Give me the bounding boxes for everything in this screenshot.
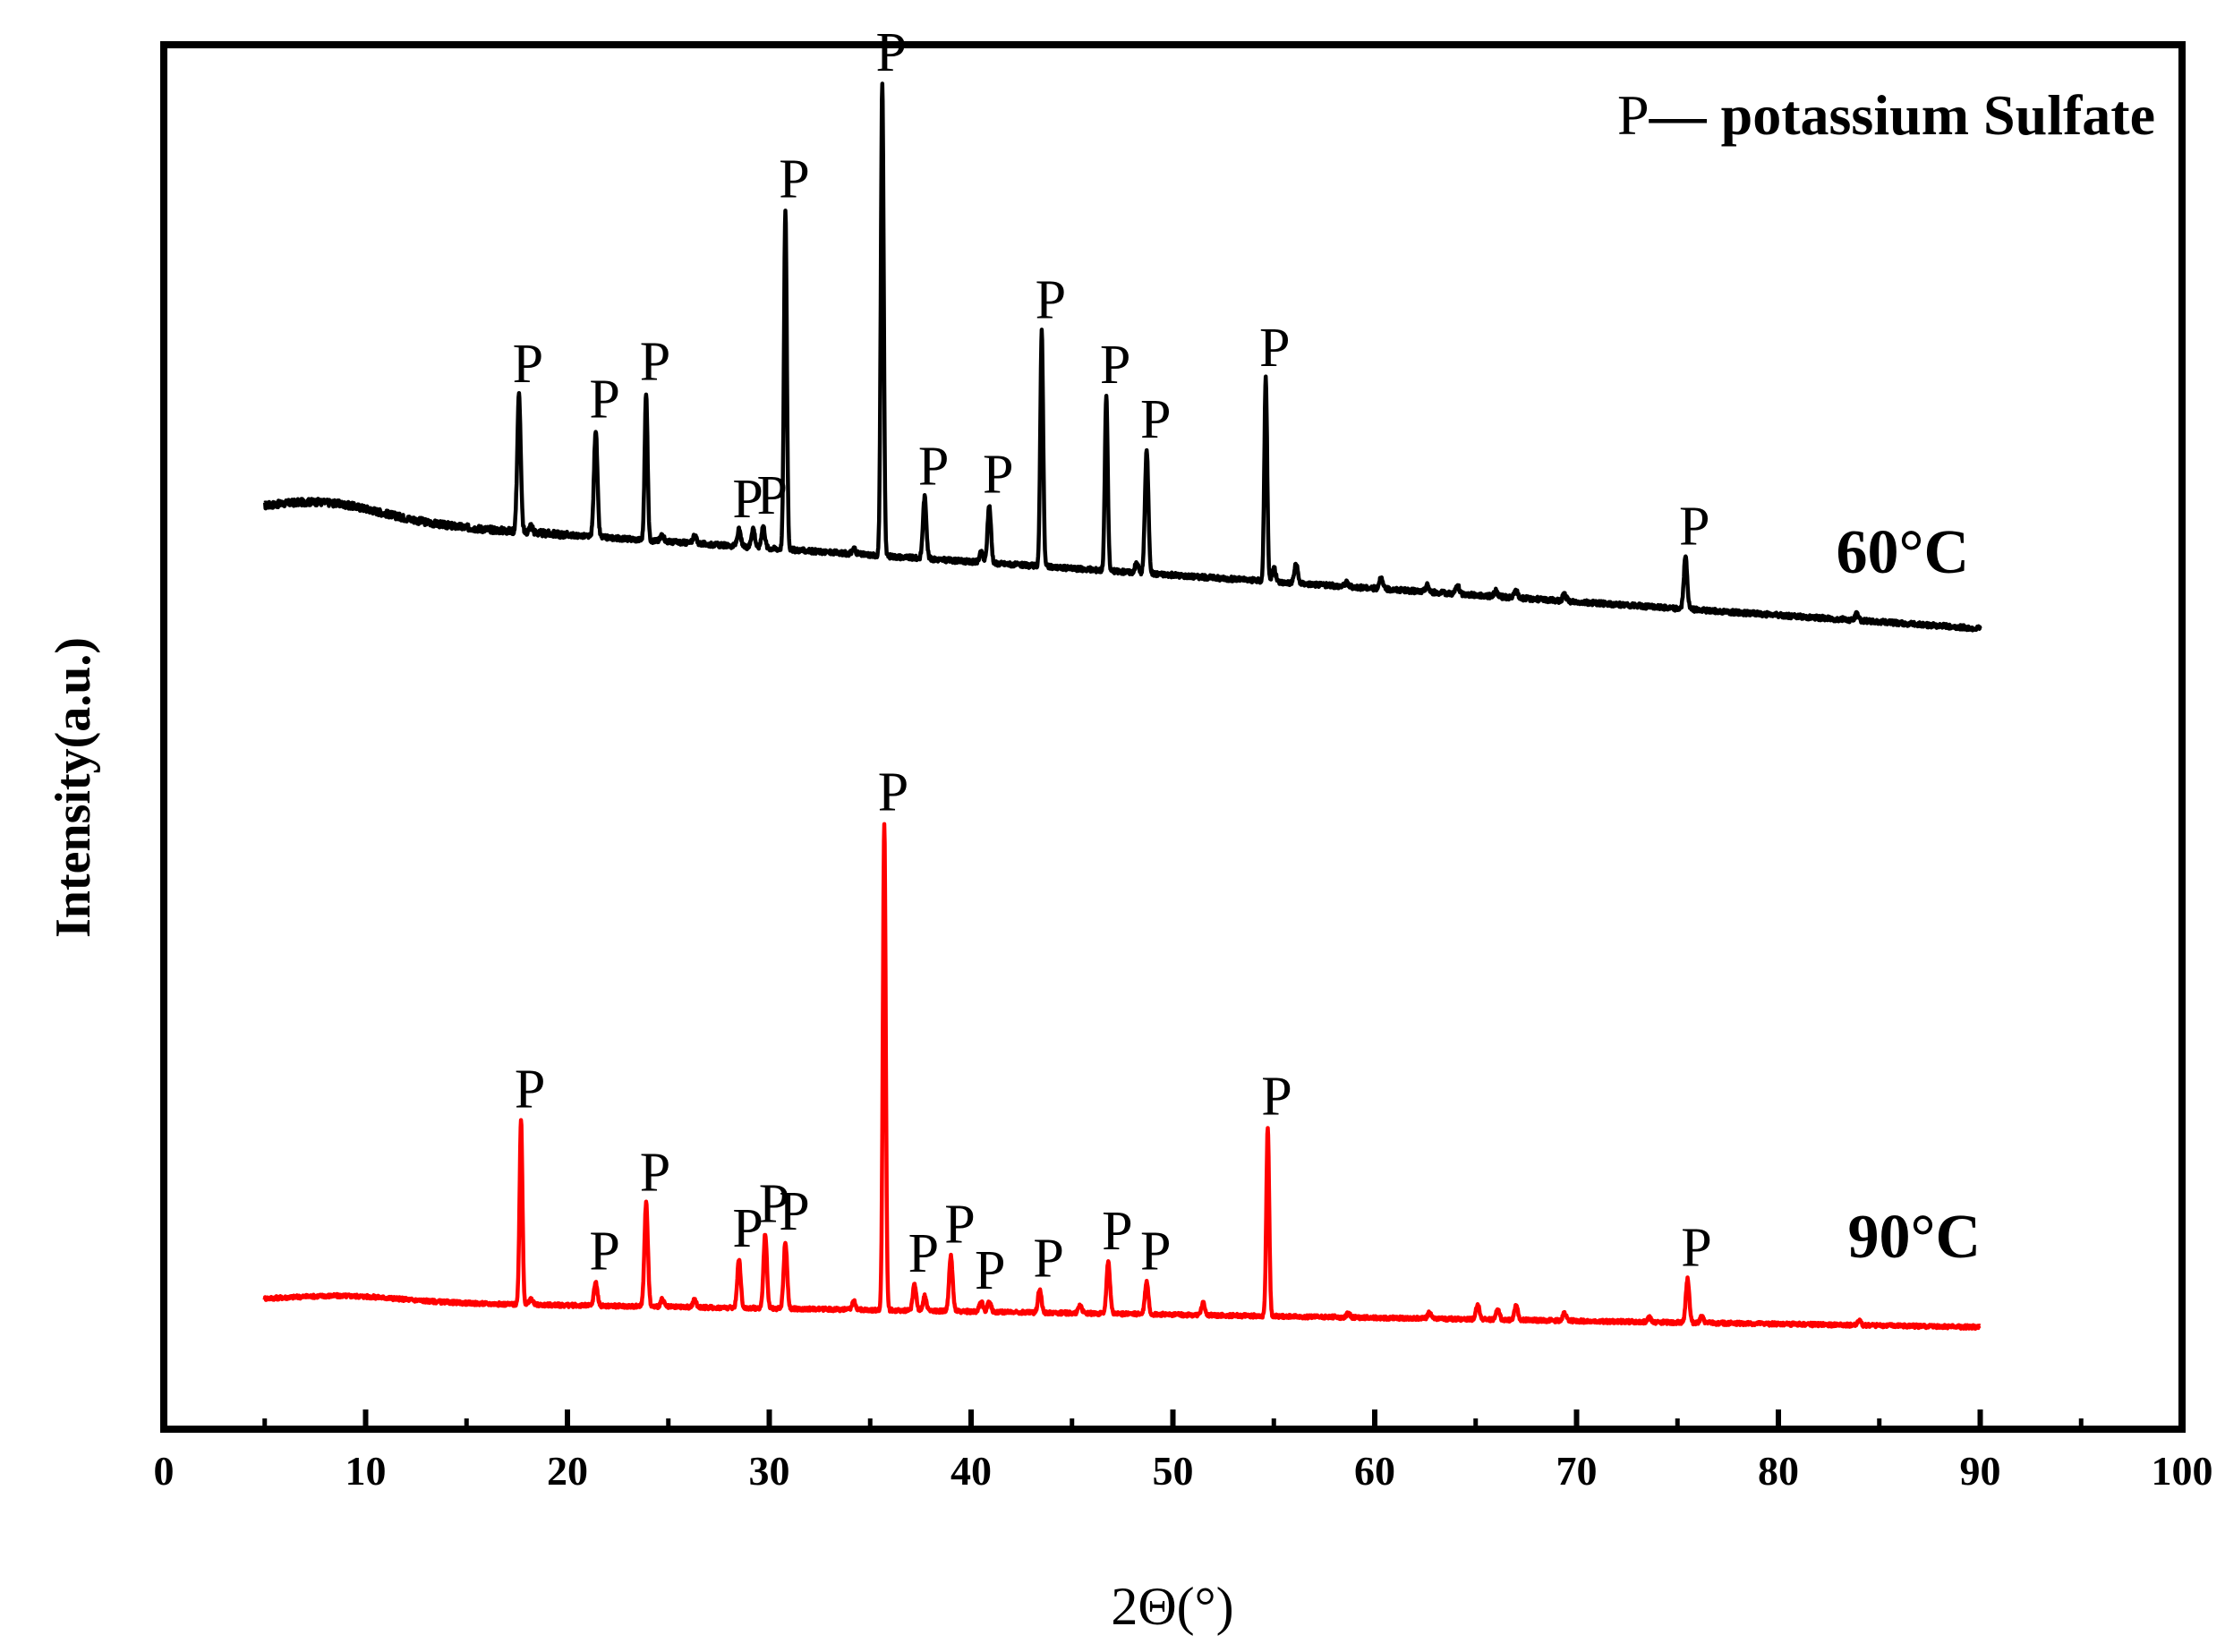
x-tick-label: 70 — [1556, 1448, 1598, 1494]
peak-label: P — [732, 469, 763, 530]
peak-label: P — [908, 1223, 939, 1284]
legend: P— potassium Sulfate — [1617, 83, 2155, 147]
x-tick-label: 80 — [1758, 1448, 1799, 1494]
peak-label: P — [759, 1173, 789, 1234]
peak-label: P — [779, 149, 809, 209]
peak-label: P — [983, 445, 1013, 506]
peak-label: P — [1679, 496, 1709, 557]
series-label-60c: 60°C — [1836, 518, 1969, 587]
peak-label: P — [1102, 1201, 1132, 1262]
peak-label: P — [732, 1198, 763, 1259]
series-label-90c: 90°C — [1847, 1203, 1981, 1272]
peak-label: P — [1033, 1228, 1063, 1289]
legend-marker: P — [1617, 83, 1650, 147]
x-axis: 0 10 20 30 40 50 60 70 80 90 100 — [154, 1409, 2213, 1494]
peak-label: P — [640, 331, 670, 392]
x-tick-label: 40 — [951, 1448, 992, 1494]
peak-label: P — [1261, 1066, 1292, 1127]
peak-label: P — [876, 22, 907, 83]
x-tick-label: 100 — [2152, 1448, 2213, 1494]
peak-label: P — [1259, 318, 1290, 379]
peak-label: P — [1140, 389, 1171, 450]
y-axis-label: Intensity(a.u.) — [46, 637, 101, 938]
x-tick-label: 10 — [345, 1448, 387, 1494]
peak-label: P — [515, 1059, 545, 1120]
peak-label: P — [779, 1181, 809, 1242]
peak-label: P — [944, 1194, 975, 1255]
peak-label: P — [918, 436, 949, 497]
peak-label: P — [513, 334, 543, 395]
peak-label: P — [975, 1240, 1005, 1301]
peak-label: P — [589, 1222, 619, 1282]
peak-label: P — [640, 1142, 670, 1203]
peak-label: P — [1036, 270, 1066, 331]
x-tick-label: 50 — [1153, 1448, 1194, 1494]
x-tick-label: 90 — [1960, 1448, 2001, 1494]
series-line-60c — [262, 81, 1982, 633]
peak-label: P — [1681, 1217, 1711, 1278]
peak-label: P — [878, 762, 908, 823]
x-tick-label: 0 — [154, 1448, 175, 1494]
x-tick-label: 20 — [547, 1448, 588, 1494]
peak-label: P — [589, 370, 619, 430]
x-tick-label: 30 — [749, 1448, 790, 1494]
x-tick-label: 60 — [1354, 1448, 1395, 1494]
peak-label: P — [756, 465, 787, 526]
series-line-90c — [262, 822, 1982, 1332]
x-axis-label: 2Θ(°) — [1111, 1577, 1233, 1636]
peak-label: P — [1100, 335, 1130, 396]
legend-text: — potassium Sulfate — [1649, 83, 2155, 147]
peak-label: P — [1140, 1221, 1171, 1282]
